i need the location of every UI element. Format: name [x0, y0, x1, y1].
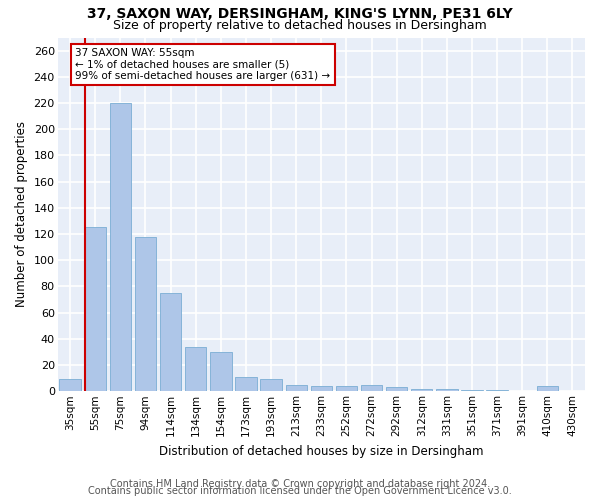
Bar — [411, 388, 433, 392]
Bar — [160, 293, 181, 392]
Bar — [487, 390, 508, 392]
Text: 37, SAXON WAY, DERSINGHAM, KING'S LYNN, PE31 6LY: 37, SAXON WAY, DERSINGHAM, KING'S LYNN, … — [87, 8, 513, 22]
Bar — [336, 386, 357, 392]
Bar — [461, 390, 482, 392]
Bar — [311, 386, 332, 392]
Bar — [260, 380, 282, 392]
Text: Contains HM Land Registry data © Crown copyright and database right 2024.: Contains HM Land Registry data © Crown c… — [110, 479, 490, 489]
Bar — [110, 103, 131, 392]
Bar — [436, 388, 458, 392]
Bar — [286, 384, 307, 392]
Bar — [361, 384, 382, 392]
X-axis label: Distribution of detached houses by size in Dersingham: Distribution of detached houses by size … — [159, 444, 484, 458]
Text: Contains public sector information licensed under the Open Government Licence v3: Contains public sector information licen… — [88, 486, 512, 496]
Bar — [536, 386, 558, 392]
Bar — [210, 352, 232, 392]
Bar — [85, 228, 106, 392]
Bar — [235, 377, 257, 392]
Text: 37 SAXON WAY: 55sqm
← 1% of detached houses are smaller (5)
99% of semi-detached: 37 SAXON WAY: 55sqm ← 1% of detached hou… — [76, 48, 331, 82]
Bar — [185, 346, 206, 392]
Bar — [386, 388, 407, 392]
Bar — [135, 236, 156, 392]
Bar — [59, 380, 81, 392]
Text: Size of property relative to detached houses in Dersingham: Size of property relative to detached ho… — [113, 18, 487, 32]
Y-axis label: Number of detached properties: Number of detached properties — [15, 122, 28, 308]
